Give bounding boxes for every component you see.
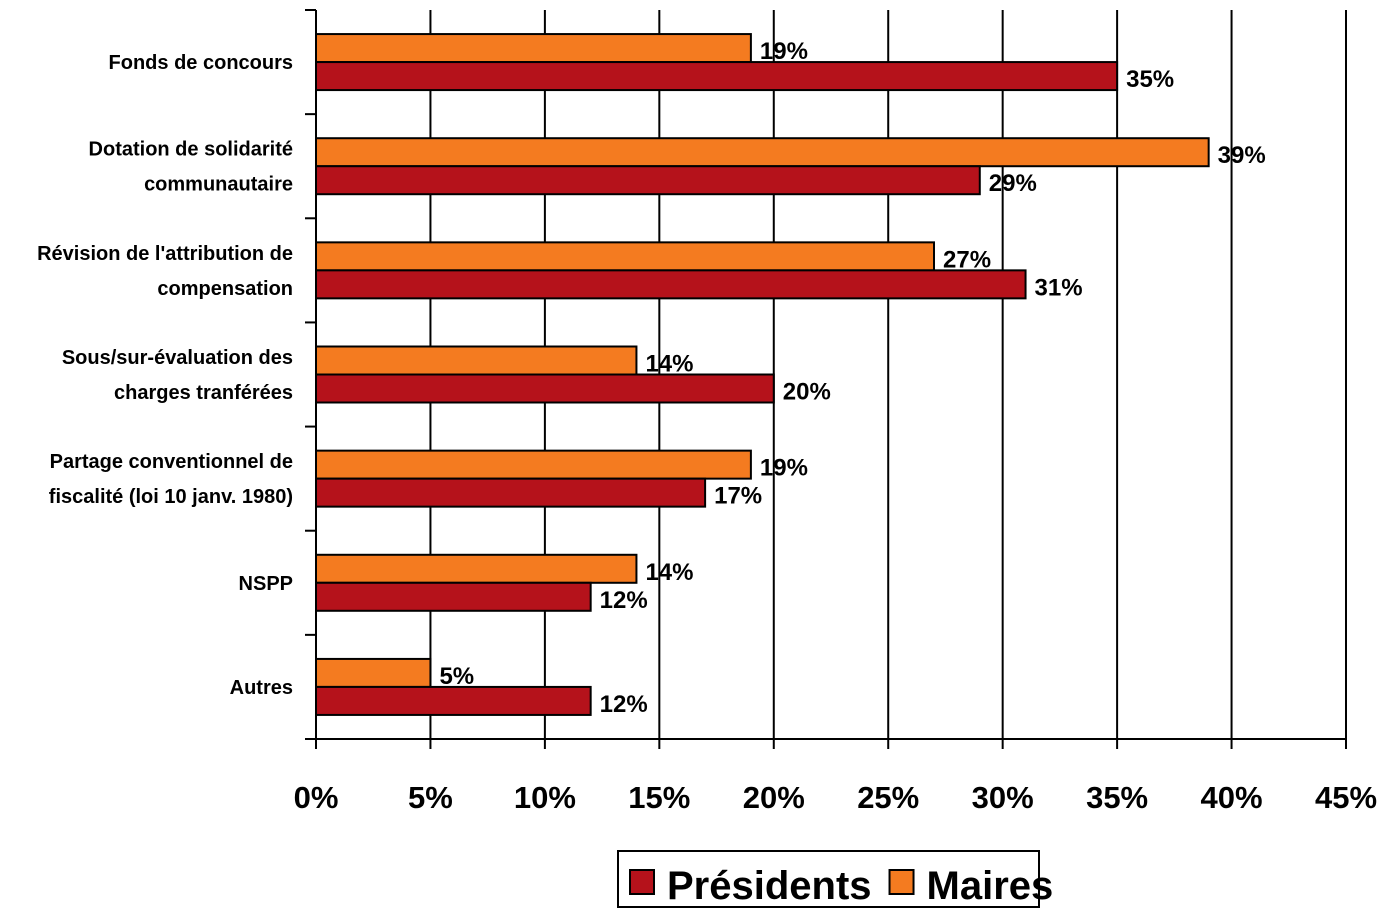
bar-présidents-3 [315,373,775,404]
bar-présidents-0 [315,61,1119,92]
data-label-maires-4: 19% [760,455,808,482]
bar-maires-3 [315,345,638,376]
bar-maires-5 [315,553,638,584]
bar-présidents-5 [315,581,592,612]
category-label-4-0: Partage conventionnel de [50,451,293,473]
x-tick-label-5: 25% [857,780,919,815]
bar-présidents-2 [315,269,1027,300]
category-label-1-1: communautaire [144,174,293,196]
data-label-maires-3: 14% [645,351,693,378]
category-label-1-0: Dotation de solidarité [89,139,293,161]
bar-présidents-4 [315,477,707,508]
legend-swatch-présidents [629,869,655,895]
legend: Présidents Maires [617,850,1054,908]
category-label-4-1: fiscalité (loi 10 janv. 1980) [49,486,293,508]
category-label-2-0: Révision de l'attribution de [37,243,293,265]
legend-label-présidents: Présidents [667,864,872,908]
axes [305,9,1347,749]
x-tick-label-1: 5% [408,780,453,815]
category-label-0-0: Fonds de concours [109,52,293,74]
x-tick-label-4: 20% [743,780,805,815]
legend-box [617,850,1040,908]
category-label-6-0: Autres [230,677,293,699]
labels: 0% 5% 10% 15% 20% 25% 30% 35% 40% 45% 19% 35% Fonds … [37,38,1377,815]
bar-maires-0 [315,33,752,64]
data-label-présidents-1: 29% [989,170,1037,197]
data-label-maires-0: 19% [760,38,808,65]
data-label-présidents-0: 35% [1126,66,1174,93]
x-tick-label-3: 15% [628,780,690,815]
data-label-maires-1: 39% [1218,142,1266,169]
category-label-3-1: charges tranférées [114,382,293,404]
legend-swatch-maires [888,869,915,895]
bar-présidents-1 [315,165,981,196]
category-label-5-0: NSPP [239,573,293,595]
x-tick-label-9: 45% [1315,780,1377,815]
data-label-maires-2: 27% [943,246,991,273]
data-label-présidents-2: 31% [1035,274,1083,301]
category-label-3-0: Sous/sur-évaluation des [62,347,293,369]
data-label-maires-6: 5% [439,663,474,690]
data-label-présidents-6: 12% [600,691,648,718]
x-tick-label-7: 35% [1086,780,1148,815]
bar-présidents-6 [315,685,592,716]
bar-maires-2 [315,241,935,272]
x-tick-label-2: 10% [514,780,576,815]
x-tick-label-8: 40% [1201,780,1263,815]
category-label-2-1: compensation [157,278,293,300]
gridlines [429,10,1347,739]
data-label-maires-5: 14% [645,559,693,586]
bars [315,33,1210,716]
bar-maires-6 [315,657,432,688]
bar-maires-4 [315,449,752,480]
data-label-présidents-5: 12% [600,587,648,614]
data-label-présidents-3: 20% [783,379,831,406]
bar-maires-1 [315,137,1210,168]
data-label-présidents-4: 17% [714,483,762,510]
legend-label-maires: Maires [927,864,1054,908]
x-tick-label-0: 0% [294,780,339,815]
x-tick-label-6: 30% [972,780,1034,815]
